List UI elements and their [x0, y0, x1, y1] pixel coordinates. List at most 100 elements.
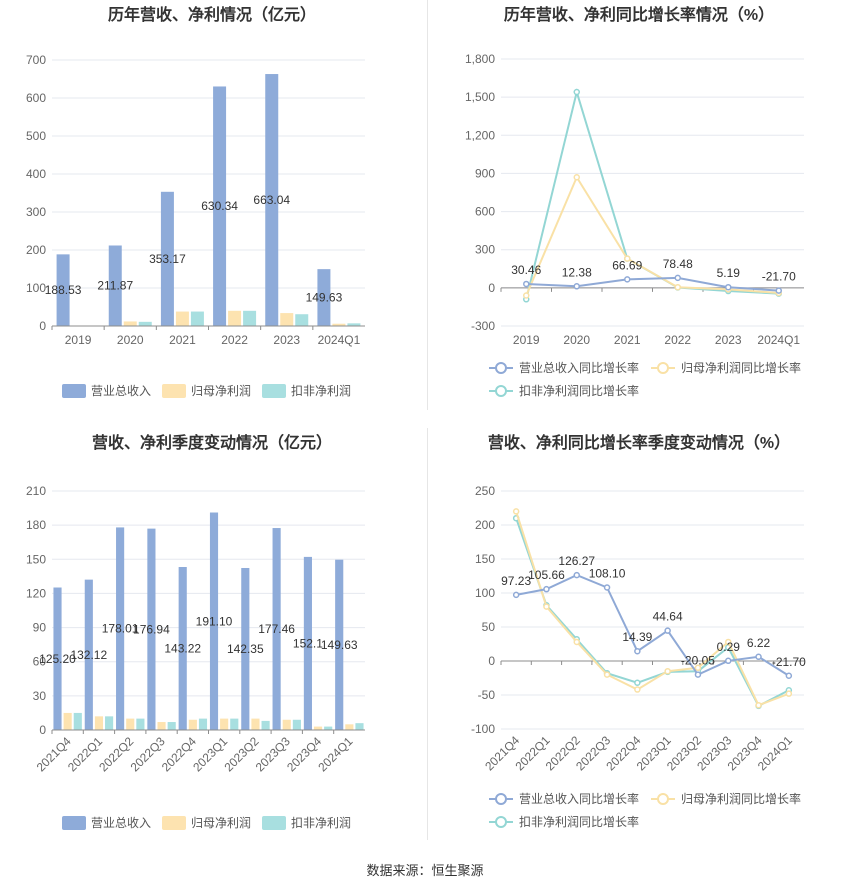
- data-label: 211.87: [97, 279, 133, 293]
- series-point: [573, 571, 580, 579]
- series-point: [624, 276, 631, 283]
- bar: [108, 245, 122, 326]
- divider-bottom: [427, 428, 428, 840]
- y-tick-label: 60: [33, 655, 47, 669]
- bar: [157, 722, 166, 730]
- data-label: 663.04: [253, 193, 290, 207]
- legend-swatch: [62, 384, 86, 398]
- bar: [178, 567, 187, 730]
- y-tick-label: 50: [482, 620, 496, 634]
- bar: [261, 720, 270, 730]
- series-point: [725, 657, 732, 665]
- data-label: 44.64: [653, 610, 683, 624]
- y-tick-label: 300: [26, 205, 46, 219]
- y-tick-label: -300: [471, 319, 495, 333]
- x-tick-label: 2023: [715, 333, 742, 347]
- series-point: [624, 255, 631, 262]
- bar: [280, 313, 294, 326]
- y-tick-label: 150: [475, 552, 495, 566]
- y-tick-label: 700: [26, 53, 46, 67]
- data-label: 152.1: [293, 636, 323, 650]
- y-tick-label: 0: [488, 654, 495, 668]
- data-label: -20.05: [681, 654, 715, 668]
- y-tick-label: 150: [26, 552, 46, 566]
- data-label: -21.70: [772, 655, 806, 669]
- bar: [317, 269, 331, 326]
- y-tick-label: 250: [475, 484, 495, 498]
- series-point: [573, 173, 580, 181]
- series-point: [573, 638, 580, 646]
- y-tick-label: 200: [475, 518, 495, 532]
- series-point: [573, 88, 580, 96]
- data-label: 6.22: [747, 636, 771, 650]
- legend-label: 营业总收入: [91, 384, 151, 398]
- y-tick-label: 1,500: [465, 90, 495, 104]
- bar: [241, 567, 250, 730]
- chart-quarterly-revenue-profit: 营收、净利季度变动情况（亿元） 0 30 60 90 120 150 180 210 125.20…: [0, 428, 425, 848]
- legend-label: 归母净利润同比增长率: [681, 360, 801, 375]
- bar: [188, 719, 197, 730]
- data-label: 78.48: [663, 257, 693, 271]
- bar: [313, 726, 323, 730]
- y-tick-label: 30: [33, 689, 47, 703]
- bar: [213, 86, 227, 327]
- legend-label: 营业总收入同比增长率: [519, 791, 639, 806]
- series-point: [755, 653, 762, 661]
- legend-swatch: [62, 816, 86, 830]
- bar: [332, 323, 346, 326]
- series-line: [515, 517, 790, 708]
- bar: [272, 528, 281, 730]
- chart-title: 历年营收、净利同比增长率情况（%）: [504, 5, 774, 24]
- data-label: 143.22: [164, 642, 201, 656]
- bar: [228, 310, 242, 326]
- x-tick-label: 2023: [273, 333, 300, 347]
- series-point: [725, 638, 732, 646]
- series-point: [674, 274, 681, 282]
- series-point: [725, 283, 732, 291]
- x-tick-label: 2019: [65, 333, 92, 347]
- chart-svg: 营收、净利同比增长率季度变动情况（%） -100 -50 0 50 100 150 200 25…: [471, 433, 806, 829]
- bar: [116, 527, 125, 730]
- chart-title: 营收、净利同比增长率季度变动情况（%）: [488, 433, 790, 452]
- series-line: [515, 574, 790, 677]
- bar: [84, 579, 93, 730]
- series-point: [775, 287, 782, 294]
- chart-svg: 营收、净利季度变动情况（亿元） 0 30 60 90 120 150 180 210 125.20…: [26, 433, 365, 830]
- legend-dot-marker: [495, 362, 507, 374]
- chart-title: 历年营收、净利情况（亿元）: [108, 5, 316, 24]
- y-tick-label: 600: [26, 91, 46, 105]
- x-tick-label: 2024Q1: [755, 733, 795, 773]
- series-line: [515, 511, 790, 707]
- bar: [355, 723, 364, 730]
- series-point: [664, 627, 671, 634]
- chart-svg: 历年营收、净利同比增长率情况（%） -300 0 300 600 900 1,200 1,50…: [465, 5, 804, 398]
- data-label: 149.63: [306, 291, 343, 305]
- series-line: [525, 175, 779, 296]
- legend-swatch: [262, 816, 286, 830]
- series-point: [664, 667, 671, 675]
- bar: [345, 724, 354, 730]
- x-tick-label: 2021: [169, 333, 196, 347]
- bar: [251, 718, 260, 730]
- x-tick-label: 2024Q1: [757, 333, 800, 347]
- data-label: 142.35: [227, 642, 264, 656]
- series-point: [543, 585, 550, 593]
- series-point: [634, 686, 641, 693]
- chart-annual-growth: 历年营收、净利同比增长率情况（%） -300 0 300 600 900 1,200 1,50…: [427, 0, 850, 420]
- data-label: 353.17: [149, 252, 186, 266]
- bar: [105, 716, 114, 730]
- data-label: 108.10: [589, 566, 626, 580]
- data-label: 0.29: [717, 640, 741, 654]
- data-label: 12.38: [562, 265, 592, 279]
- legend-label: 归母净利润: [191, 384, 251, 398]
- x-tick-label: 2024Q1: [315, 734, 355, 774]
- legend-dot-marker: [495, 385, 507, 397]
- series-line: [526, 276, 779, 292]
- y-tick-label: 300: [475, 243, 495, 257]
- chart-title: 营收、净利季度变动情况（亿元）: [92, 433, 332, 452]
- legend-label: 营业总收入: [91, 816, 151, 830]
- bar: [209, 512, 219, 730]
- bar: [265, 74, 279, 326]
- y-tick-label: 1,800: [465, 52, 495, 66]
- series-point: [674, 283, 681, 291]
